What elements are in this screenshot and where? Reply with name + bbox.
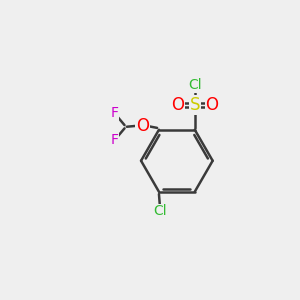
Text: Cl: Cl [188,78,202,92]
Text: F: F [111,106,119,120]
Text: O: O [171,96,184,114]
Text: Cl: Cl [153,204,167,218]
Text: O: O [206,96,219,114]
Text: F: F [111,133,119,147]
Text: S: S [190,96,200,114]
Text: O: O [136,117,149,135]
